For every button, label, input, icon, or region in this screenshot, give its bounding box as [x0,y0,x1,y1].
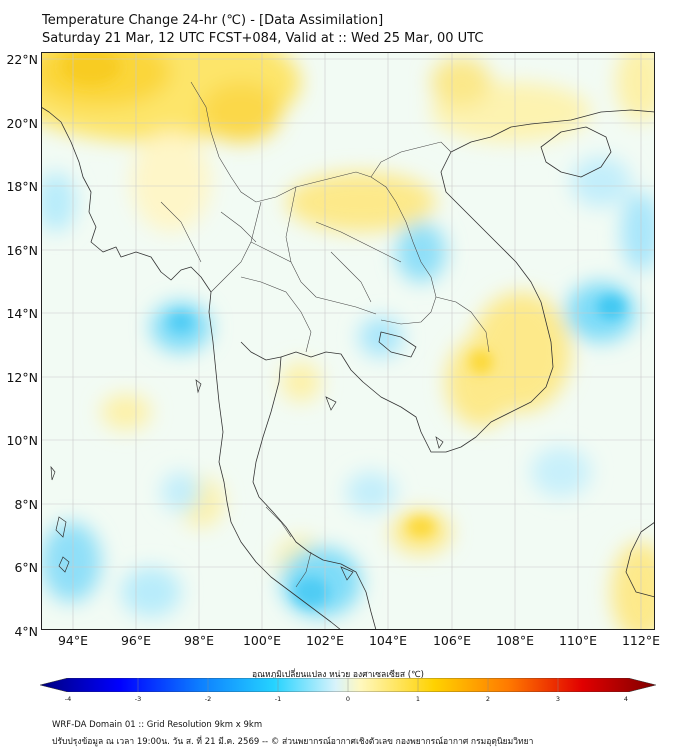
lon-label: 108°E [495,633,534,648]
boundaries [160,81,490,588]
lat-label: 18°N [6,179,38,194]
footer-model-info: WRF-DA Domain 01 :: Grid Resolution 9km … [52,720,263,730]
lat-label: 14°N [6,306,38,321]
lon-label: 100°E [242,633,281,648]
colorbar-tick: 4 [623,695,629,703]
colorbar-tick: -2 [204,695,212,703]
colorbar-tick: 2 [485,695,491,703]
colorbar-ticks [137,678,559,692]
lon-label: 98°E [183,633,215,648]
lat-label: 22°N [6,52,38,67]
colorbar-tick: 3 [555,695,561,703]
colorbar [40,678,656,692]
lat-label: 12°N [6,370,38,385]
colorbar-tick: -1 [274,695,282,703]
lon-label: 104°E [368,633,407,648]
lat-label: 16°N [6,243,38,258]
colorbar-tick: 0 [345,695,351,703]
temperature-field [41,52,655,630]
lat-label: 10°N [6,433,38,448]
colorbar-tick: -3 [134,695,142,703]
lat-label: 8°N [14,497,38,512]
lat-label: 4°N [14,624,38,639]
lat-label: 6°N [14,560,38,575]
lon-label: 102°E [305,633,344,648]
lat-label: 20°N [6,116,38,131]
lon-label: 94°E [57,633,89,648]
colorbar-title: อุณหภูมิเปลี่ยนแปลง หน่วย องศาเซลเซียส (… [252,670,424,680]
footer-credit: ปรับปรุงข้อมูล ณ เวลา 19:00น. วัน ส. ที่… [52,737,534,747]
colorbar-tick: -4 [64,695,72,703]
graticule [41,52,655,630]
map-subtitle: Saturday 21 Mar, 12 UTC FCST+084, Valid … [42,31,484,46]
colorbar-tick: 1 [415,695,421,703]
lon-label: 106°E [432,633,471,648]
lon-label: 96°E [120,633,152,648]
lon-label: 112°E [621,633,660,648]
lon-label: 110°E [558,633,597,648]
map-title: Temperature Change 24-hr (℃) - [Data Ass… [42,13,384,28]
temperature-change-map[interactable] [41,52,655,630]
islands [50,379,444,581]
coastlines [41,106,655,630]
